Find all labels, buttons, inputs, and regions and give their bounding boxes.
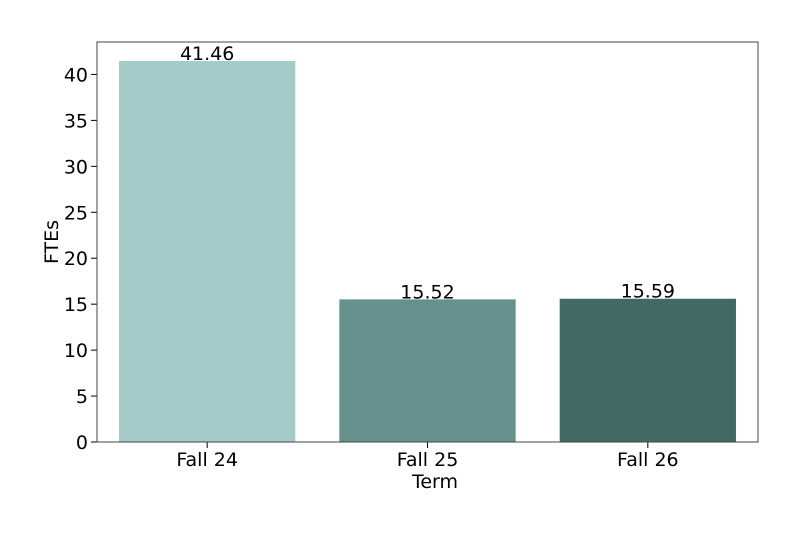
- y-tick-label: 25: [64, 202, 88, 224]
- y-tick-label: 20: [64, 248, 88, 270]
- y-tick-label: 5: [76, 386, 88, 408]
- y-tick-label: 15: [64, 294, 88, 316]
- y-tick-label: 35: [64, 110, 88, 132]
- data-label: 41.46: [180, 43, 234, 65]
- data-label: 15.52: [400, 281, 454, 303]
- plot-frame: [96, 41, 759, 443]
- x-tick-label: Fall 25: [397, 449, 459, 471]
- y-tick-label: 30: [64, 156, 88, 178]
- y-tick-label: 40: [64, 64, 88, 86]
- data-label: 15.59: [621, 281, 675, 303]
- bar: [559, 298, 736, 442]
- y-axis-label: FTEs: [41, 220, 63, 264]
- x-tick-label: Fall 26: [617, 449, 679, 471]
- bar: [119, 61, 296, 443]
- x-tick-label: Fall 24: [176, 449, 238, 471]
- y-tick-label: 0: [76, 432, 88, 454]
- x-axis-label: Term: [411, 471, 458, 493]
- y-tick-label: 10: [64, 340, 88, 362]
- bar: [339, 299, 516, 442]
